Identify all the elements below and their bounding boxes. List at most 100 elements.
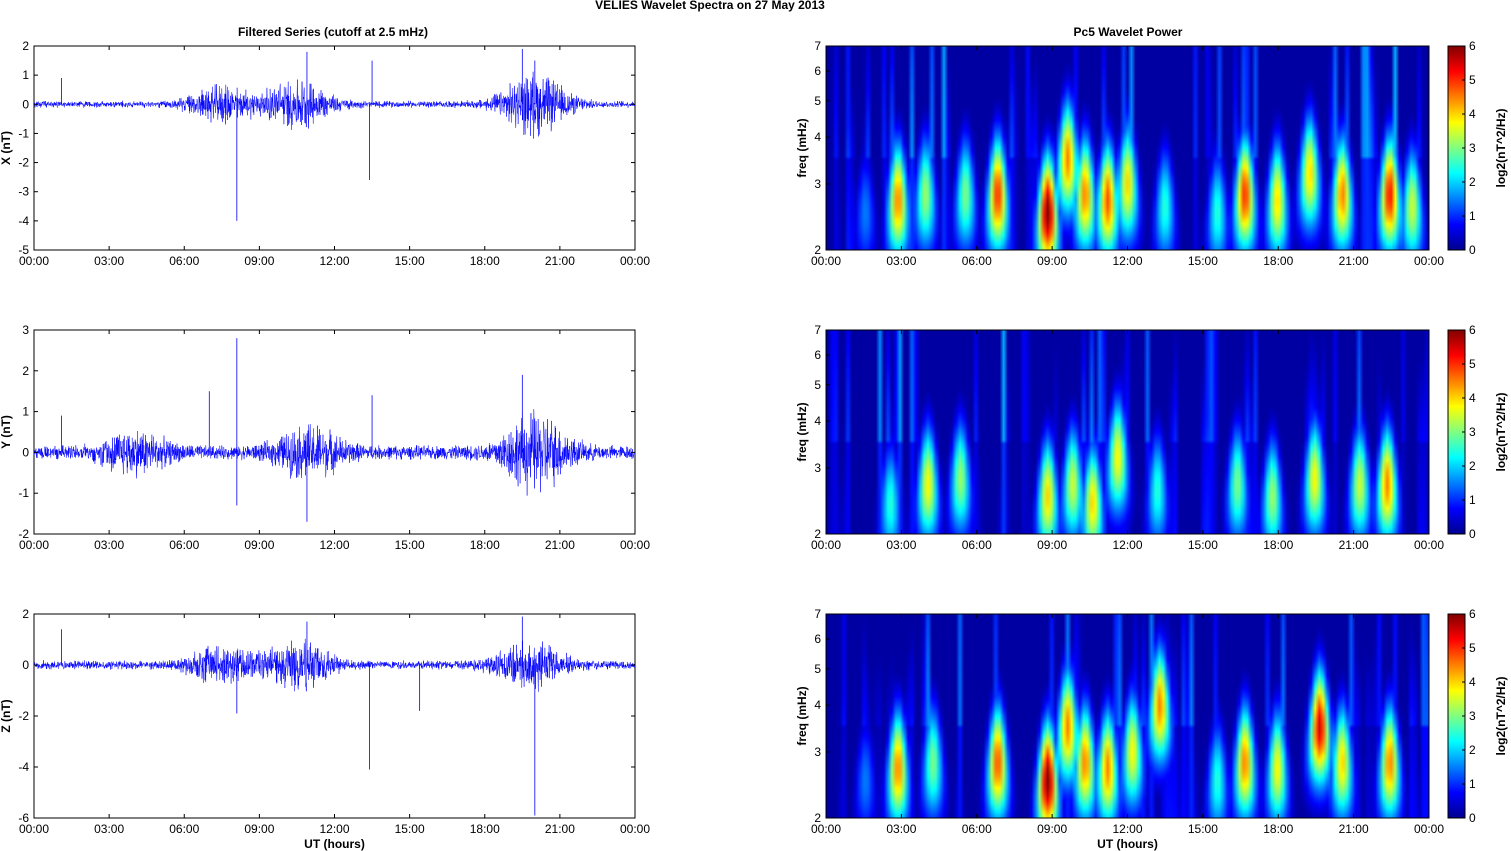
x-tick-label: 21:00 (1339, 822, 1369, 836)
x-tick-label: 00:00 (1414, 254, 1444, 268)
colorbar-tick-label: 5 (1469, 641, 1476, 655)
colorbar-tick-label: 6 (1469, 323, 1476, 337)
y-tick-label: 2 (814, 527, 821, 541)
y-tick-label: 0 (22, 97, 29, 111)
y-tick-label: 3 (814, 745, 821, 759)
colorbar-tick-label: 4 (1469, 391, 1476, 405)
x-tick-label: 15:00 (395, 538, 425, 552)
x-tick-label: 21:00 (1339, 538, 1369, 552)
x-tick-label: 18:00 (1263, 822, 1293, 836)
y-axis-label: X (nT) (0, 131, 13, 165)
y-tick-label: -1 (18, 486, 29, 500)
y-tick-label: 6 (814, 64, 821, 78)
x-tick-label: 21:00 (545, 254, 575, 268)
y-tick-label: -1 (18, 126, 29, 140)
x-tick-label: 21:00 (545, 822, 575, 836)
y-tick-label: 6 (814, 632, 821, 646)
y-tick-label: 6 (814, 348, 821, 362)
colorbar-tick-label: 4 (1469, 107, 1476, 121)
colorbar-tick-label: 1 (1469, 209, 1476, 223)
x-tick-label: 18:00 (470, 538, 500, 552)
y-tick-label: 1 (22, 68, 29, 82)
y-axis-label: Y (nT) (0, 415, 13, 449)
x-tick-label: 03:00 (886, 538, 916, 552)
colorbar-tick-label: 0 (1469, 243, 1476, 257)
x-tick-label: 00:00 (811, 254, 841, 268)
x-tick-label: 06:00 (169, 822, 199, 836)
colorbar-label: log2(nT^2/Hz) (1494, 392, 1508, 471)
y-tick-label: 7 (814, 323, 821, 337)
colorbar-tick-label: 2 (1469, 743, 1476, 757)
colorbar-label: log2(nT^2/Hz) (1494, 108, 1508, 187)
x-tick-label: 12:00 (319, 538, 349, 552)
y-tick-label: 2 (22, 607, 29, 621)
colorbar-tick-label: 3 (1469, 141, 1476, 155)
x-tick-label: 03:00 (886, 822, 916, 836)
y-tick-label: 2 (22, 364, 29, 378)
y-tick-label: 7 (814, 39, 821, 53)
y-axis-label: Z (nT) (0, 699, 13, 732)
x-tick-label: 12:00 (1112, 538, 1142, 552)
x-tick-label: 00:00 (811, 822, 841, 836)
x-tick-label: 12:00 (1112, 254, 1142, 268)
x-tick-label: 00:00 (1414, 822, 1444, 836)
y-tick-label: 1 (22, 405, 29, 419)
colorbar-tick-label: 3 (1469, 425, 1476, 439)
x-tick-label: 06:00 (962, 538, 992, 552)
colorbar-tick-label: 0 (1469, 811, 1476, 825)
x-tick-label: 12:00 (319, 254, 349, 268)
x-tick-label: 15:00 (395, 822, 425, 836)
colorbar-tick-label: 1 (1469, 777, 1476, 791)
colorbar-tick-label: 4 (1469, 675, 1476, 689)
y-tick-label: -4 (18, 760, 29, 774)
y-axis-label: freq (mHz) (795, 686, 809, 745)
y-tick-label: -2 (18, 527, 29, 541)
colorbar-tick-label: 5 (1469, 73, 1476, 87)
y-tick-label: 0 (22, 445, 29, 459)
x-tick-label: 03:00 (94, 538, 124, 552)
x-tick-label: 09:00 (1037, 538, 1067, 552)
series-Y-line (33, 409, 636, 496)
x-tick-label: 18:00 (1263, 538, 1293, 552)
colorbar-label: log2(nT^2/Hz) (1494, 676, 1508, 755)
y-tick-label: -4 (18, 214, 29, 228)
x-tick-label: 15:00 (1188, 538, 1218, 552)
y-tick-label: 4 (814, 414, 821, 428)
colorbar-tick-label: 6 (1469, 607, 1476, 621)
x-tick-label: 15:00 (1188, 822, 1218, 836)
x-tick-label: 12:00 (319, 822, 349, 836)
y-tick-label: 4 (814, 698, 821, 712)
x-tick-label: 15:00 (1188, 254, 1218, 268)
x-tick-label: 06:00 (169, 254, 199, 268)
colorbar-tick-label: 0 (1469, 527, 1476, 541)
panel-X-frame (33, 45, 636, 251)
y-tick-label: 2 (814, 811, 821, 825)
x-tick-label: 09:00 (244, 538, 274, 552)
y-tick-label: 4 (814, 130, 821, 144)
heatmap-Z-image (826, 614, 1429, 818)
y-tick-label: 3 (814, 177, 821, 191)
y-tick-label: -2 (18, 156, 29, 170)
right-column-title: Pc5 Wavelet Power (1074, 25, 1183, 39)
left-column-title: Filtered Series (cutoff at 2.5 mHz) (238, 25, 428, 39)
x-tick-label: 00:00 (620, 254, 650, 268)
y-tick-label: 5 (814, 662, 821, 676)
colorbar-tick-label: 3 (1469, 709, 1476, 723)
x-axis-label: UT (hours) (1097, 837, 1158, 851)
y-tick-label: -6 (18, 811, 29, 825)
panel-Y-frame (33, 329, 636, 535)
heatmap-Y-image (826, 330, 1429, 534)
x-tick-label: 18:00 (1263, 254, 1293, 268)
x-tick-label: 00:00 (620, 538, 650, 552)
x-tick-label: 18:00 (470, 254, 500, 268)
x-tick-label: 09:00 (244, 254, 274, 268)
x-tick-label: 03:00 (94, 822, 124, 836)
x-tick-label: 03:00 (886, 254, 916, 268)
y-tick-label: 5 (814, 94, 821, 108)
x-axis-label: UT (hours) (304, 837, 365, 851)
figure-title: VELIES Wavelet Spectra on 27 May 2013 (595, 0, 825, 12)
x-tick-label: 00:00 (19, 822, 49, 836)
colorbar-tick-label: 2 (1469, 459, 1476, 473)
y-tick-label: 5 (814, 378, 821, 392)
